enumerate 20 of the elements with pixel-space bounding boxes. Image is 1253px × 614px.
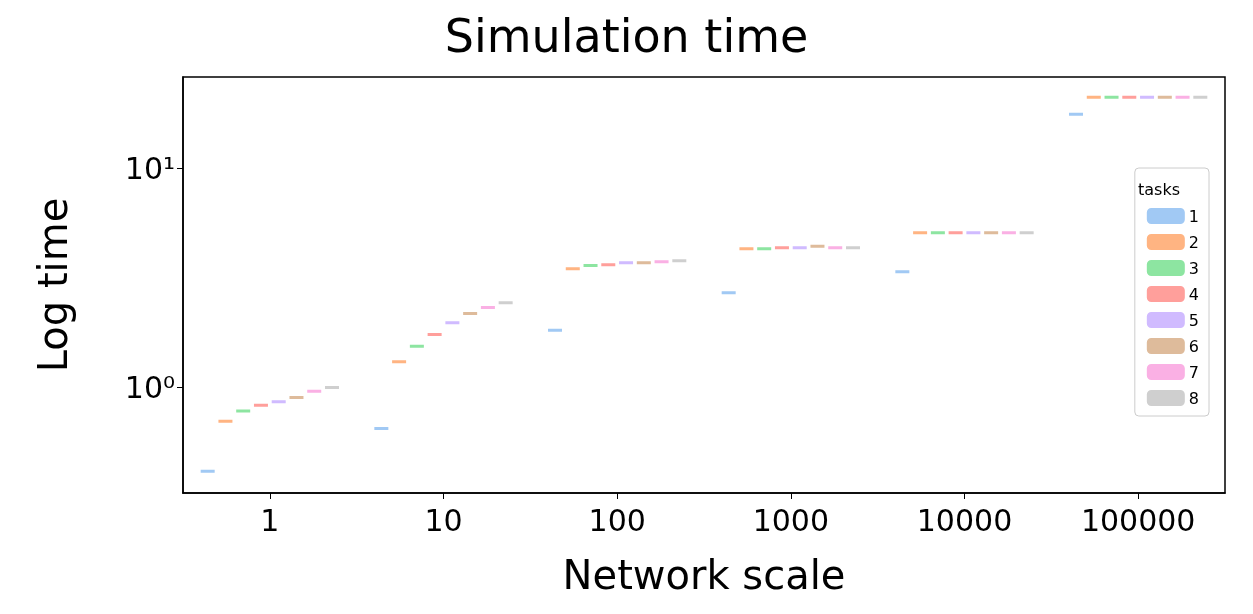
legend-label: 3 [1188, 258, 1200, 278]
x-tick-label: 1 [260, 502, 280, 538]
legend-label: 8 [1188, 388, 1200, 408]
y-axis-title: Log time [30, 197, 76, 373]
y-tick-label: 10⁰ [124, 369, 175, 405]
x-tick-label: 1000 [752, 502, 830, 538]
legend-title: tasks [1137, 179, 1180, 199]
legend-label: 5 [1188, 310, 1200, 330]
x-axis-title: Network scale [562, 552, 846, 598]
x-tick-label: 100000 [1080, 502, 1196, 538]
chart-title: Simulation time [444, 9, 809, 63]
x-tick-label: 10000 [916, 502, 1013, 538]
legend-label: 6 [1188, 336, 1200, 356]
x-tick-label: 100 [588, 502, 646, 538]
x-tick-label: 10 [424, 502, 463, 538]
y-tick-label: 10¹ [124, 150, 175, 186]
legend-label: 7 [1188, 362, 1200, 382]
legend-label: 2 [1188, 232, 1200, 252]
legend-label: 1 [1188, 206, 1200, 226]
legend-label: 4 [1188, 284, 1200, 304]
